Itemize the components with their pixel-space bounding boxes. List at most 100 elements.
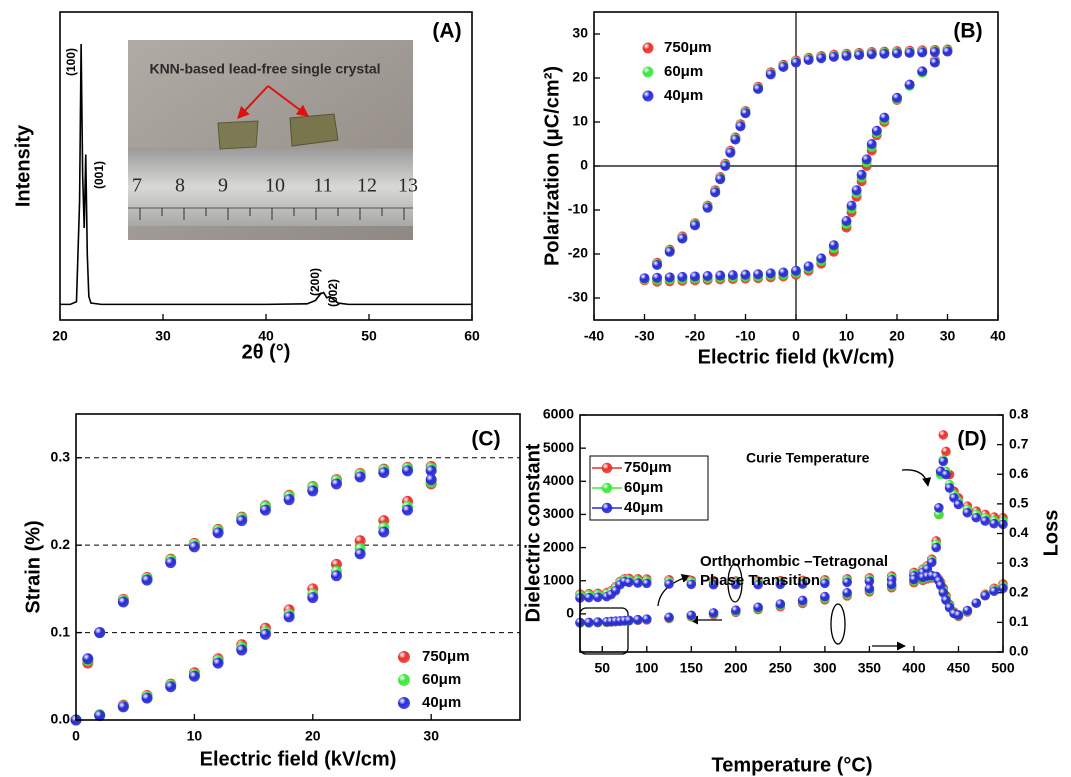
data-point — [775, 599, 786, 609]
data-point — [664, 272, 675, 283]
y-tick-label: 0.2 — [51, 536, 71, 552]
legend-label: 60μm — [664, 63, 703, 80]
y-tick-label: 4000 — [543, 472, 574, 488]
panel: 20 30 40 50 60 2θ (°) Intensity (A) (100) (001) (2… — [12, 11, 480, 363]
panel-label: (C) — [471, 428, 500, 451]
data-point — [402, 465, 414, 477]
data-point — [702, 271, 713, 281]
data-point — [652, 260, 663, 270]
data-point — [731, 579, 741, 590]
x-tick-label: 30 — [423, 728, 439, 744]
y2-tick-label: 0.7 — [1009, 435, 1029, 451]
data-point — [690, 220, 700, 231]
annotation: Phase Transition — [700, 572, 820, 589]
data-point — [879, 112, 890, 123]
data-point — [259, 504, 271, 516]
data-point — [803, 261, 814, 272]
panel: 0 10 20 30 0.0 0.1 0.2 0.3 Electric field (kV/cm… — [22, 413, 521, 770]
x-tick-label: 500 — [991, 660, 1015, 676]
y-tick-label: 3000 — [543, 505, 574, 521]
data-point — [715, 270, 726, 281]
data-point — [686, 610, 697, 621]
data-point — [664, 612, 674, 623]
data-point — [791, 265, 801, 276]
data-point — [307, 592, 319, 604]
data-point — [753, 579, 763, 590]
data-point — [236, 644, 248, 656]
data-point — [740, 108, 751, 119]
data-point — [82, 653, 94, 665]
data-point — [690, 271, 700, 282]
data-point — [765, 69, 776, 80]
ruler-label: 13 — [398, 175, 418, 197]
y2-tick-label: 0.0 — [1009, 643, 1029, 659]
data-point — [188, 670, 200, 682]
data-point — [765, 268, 776, 279]
x-tick-label: 20 — [305, 728, 321, 744]
annotation: (100) — [64, 48, 78, 76]
data-point — [354, 548, 366, 560]
data-point — [871, 125, 882, 136]
x-tick-label: 100 — [635, 660, 659, 676]
data-point — [633, 578, 643, 588]
y-tick-label: 6000 — [543, 406, 574, 422]
axis-title: Strain (%) — [22, 520, 44, 613]
data-point — [117, 596, 129, 608]
data-point — [425, 465, 437, 477]
data-point — [212, 657, 224, 669]
x-tick-label: 400 — [902, 660, 926, 676]
data-point — [283, 611, 295, 623]
y2-tick-label: 0.5 — [1009, 495, 1029, 511]
data-point — [94, 627, 106, 639]
data-point — [778, 62, 789, 72]
x-tick-label: 20 — [52, 328, 68, 344]
data-point — [892, 92, 902, 103]
data-point — [753, 269, 764, 280]
data-point — [725, 147, 736, 158]
y-tick-label: 0.3 — [51, 448, 71, 464]
ruler-label: 9 — [218, 175, 228, 197]
data-point — [778, 267, 789, 278]
y-tick-label: 0 — [566, 605, 574, 621]
data-point — [929, 47, 940, 58]
data-point — [593, 592, 603, 603]
x-tick-label: 450 — [947, 660, 971, 676]
data-point — [94, 710, 106, 722]
y2-tick-label: 0.6 — [1009, 465, 1029, 481]
data-point — [354, 535, 366, 547]
legend-label: 750μm — [624, 459, 672, 476]
y2-tick-label: 0.8 — [1009, 406, 1029, 422]
data-point — [989, 586, 999, 597]
data-point — [797, 595, 808, 606]
data-point — [980, 516, 990, 526]
data-point — [962, 507, 973, 518]
data-point — [639, 273, 650, 284]
data-point — [841, 216, 852, 226]
axis-title: Intensity — [12, 124, 34, 207]
data-point — [854, 50, 865, 61]
axis-title: Dielectric constant — [522, 443, 544, 622]
plot-frame — [579, 414, 1004, 653]
y-tick-label: 0.0 — [51, 711, 71, 727]
data-point — [935, 580, 946, 591]
data-point — [879, 48, 890, 59]
data-point — [677, 233, 688, 244]
x-tick-label: -30 — [634, 328, 654, 344]
data-point — [909, 574, 919, 585]
data-point — [820, 591, 830, 602]
annotation: (002) — [326, 279, 340, 307]
x-tick-label: 0 — [72, 728, 80, 744]
data-point — [941, 469, 951, 480]
data-point — [934, 503, 944, 513]
x-tick-label: 200 — [724, 660, 748, 676]
data-point — [892, 48, 902, 59]
data-point — [816, 53, 827, 64]
data-point — [727, 270, 738, 281]
panel: 50 100 150 200 250 300 350 400 450 50001000200030… — [522, 406, 1062, 777]
data-point — [934, 509, 944, 520]
data-point — [866, 139, 877, 149]
data-point — [165, 681, 177, 693]
data-point — [117, 701, 129, 713]
data-point — [735, 121, 746, 132]
y-tick-label: 30 — [572, 25, 588, 41]
